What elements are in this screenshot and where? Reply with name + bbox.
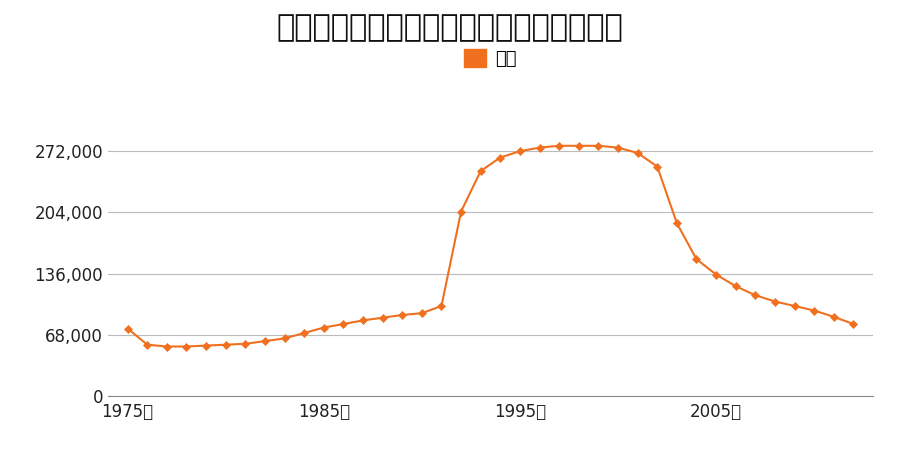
Legend: 価格: 価格	[464, 49, 517, 68]
Text: 鳥取県鳥取市富安２丁目７０番の地価推移: 鳥取県鳥取市富安２丁目７０番の地価推移	[276, 14, 624, 42]
